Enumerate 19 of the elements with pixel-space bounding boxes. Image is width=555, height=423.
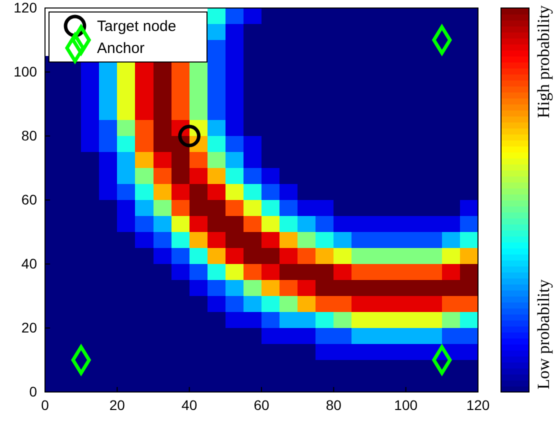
y-tick-label: 60 (21, 191, 38, 208)
y-tick-label: 100 (14, 63, 38, 80)
x-tick-label: 20 (109, 396, 126, 413)
x-tick-label: 80 (326, 396, 342, 413)
x-tick-label: 0 (41, 396, 50, 413)
x-tick-label: 100 (394, 396, 418, 413)
y-tick-label: 80 (21, 127, 38, 144)
color-bar-label: Low probability (534, 278, 553, 390)
y-tick-label: 20 (21, 319, 38, 336)
legend-label: Target node (97, 18, 176, 35)
x-tick-label: 120 (466, 396, 490, 413)
y-tick-label: 120 (14, 0, 38, 16)
y-tick-label: 0 (29, 383, 38, 400)
legend-label: Anchor (97, 40, 145, 57)
x-tick-label: 60 (254, 396, 270, 413)
point (178, 124, 201, 148)
color-bar-label: High probability (534, 4, 553, 118)
x-tick-label: 40 (182, 396, 198, 413)
y-tick-label: 40 (21, 255, 38, 272)
